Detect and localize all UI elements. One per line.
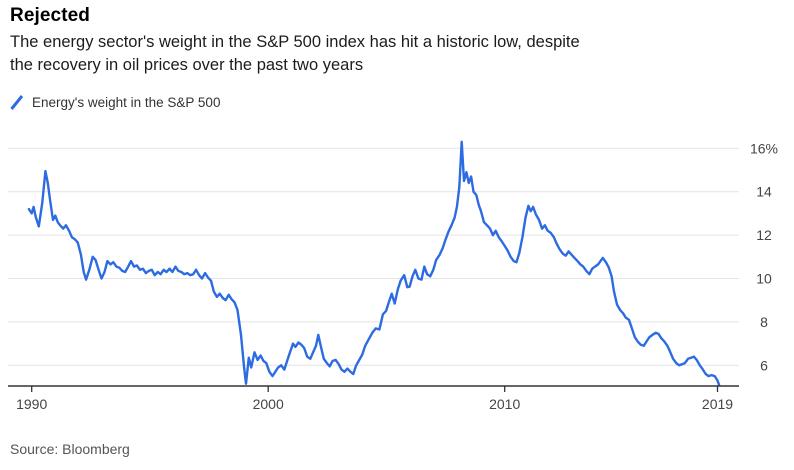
y-tick-label: 16% [750, 140, 778, 156]
y-tick-label: 10 [756, 271, 772, 287]
page-title: Rejected [10, 5, 91, 26]
y-tick-label: 8 [760, 314, 768, 330]
x-tick-label: 2000 [253, 396, 284, 412]
legend-label: Energy's weight in the S&P 500 [32, 95, 221, 110]
source-text: Source: Bloomberg [10, 441, 130, 457]
legend: Energy's weight in the S&P 500 [9, 94, 220, 111]
y-tick-label: 12 [756, 227, 772, 243]
chart-subtitle: The energy sector's weight in the S&P 50… [10, 31, 580, 77]
y-tick-label: 14 [756, 184, 772, 200]
y-axis-labels: 16% 14 12 10 8 6 [750, 140, 778, 373]
gridlines [8, 147, 739, 366]
energy-weight-series [27, 140, 721, 386]
chart-subtitle-line-2: the recovery in oil prices over the past… [10, 56, 364, 74]
y-tick-label: 6 [760, 357, 768, 373]
x-axis [8, 385, 739, 392]
chart-subtitle-line-1: The energy sector's weight in the S&P 50… [10, 33, 580, 51]
x-tick-label: 2019 [702, 396, 733, 412]
legend-slash-icon [10, 95, 24, 110]
x-tick-label: 1990 [16, 396, 47, 412]
energy-weight-line [27, 140, 721, 386]
x-axis-labels: 1990 2000 2010 2019 [16, 396, 733, 412]
x-tick-label: 2010 [489, 396, 520, 412]
